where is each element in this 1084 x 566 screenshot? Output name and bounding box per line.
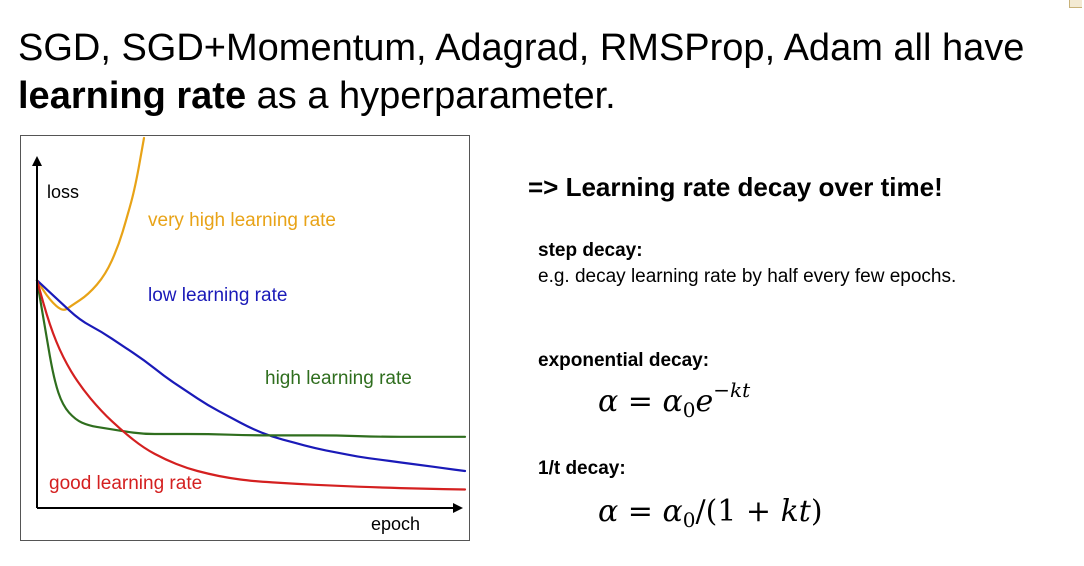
series-line-3 (35, 279, 467, 491)
x-axis-label: epoch (371, 514, 420, 534)
title-line-2-rest: as a hyperparameter. (246, 75, 616, 117)
step-decay-desc: e.g. decay learning rate by half every f… (538, 266, 957, 287)
label-high-lr: high learning rate (265, 368, 412, 389)
corner-note-icon (1069, 0, 1082, 8)
exponential-decay-formula: α = α0e−kt (598, 378, 751, 422)
loss-chart-svg: loss epoch very high learning rate low l… (32, 136, 467, 534)
exponential-decay-title: exponential decay: (538, 350, 710, 371)
label-very-high-lr: very high learning rate (148, 210, 336, 231)
decay-heading: => Learning rate decay over time! (528, 172, 943, 202)
label-good-lr: good learning rate (49, 473, 202, 494)
one-over-t-decay-title: 1/t decay: (538, 458, 626, 479)
loss-chart: loss epoch very high learning rate low l… (20, 135, 470, 541)
series-line-2 (35, 279, 467, 438)
y-axis-label: loss (47, 182, 79, 202)
series-layer (35, 136, 467, 491)
title-line-1: SGD, SGD+Momentum, Adagrad, RMSProp, Ada… (18, 27, 1025, 69)
series-line-0 (35, 136, 146, 311)
title-bold-term: learning rate (18, 75, 247, 117)
one-over-t-decay-formula: α = α0/(1 + kt) (598, 494, 823, 532)
label-low-lr: low learning rate (148, 285, 287, 306)
series-line-1 (35, 279, 467, 473)
step-decay-title: step decay: (538, 240, 643, 261)
slide-title: SGD, SGD+Momentum, Adagrad, RMSProp, Ada… (18, 24, 1024, 120)
